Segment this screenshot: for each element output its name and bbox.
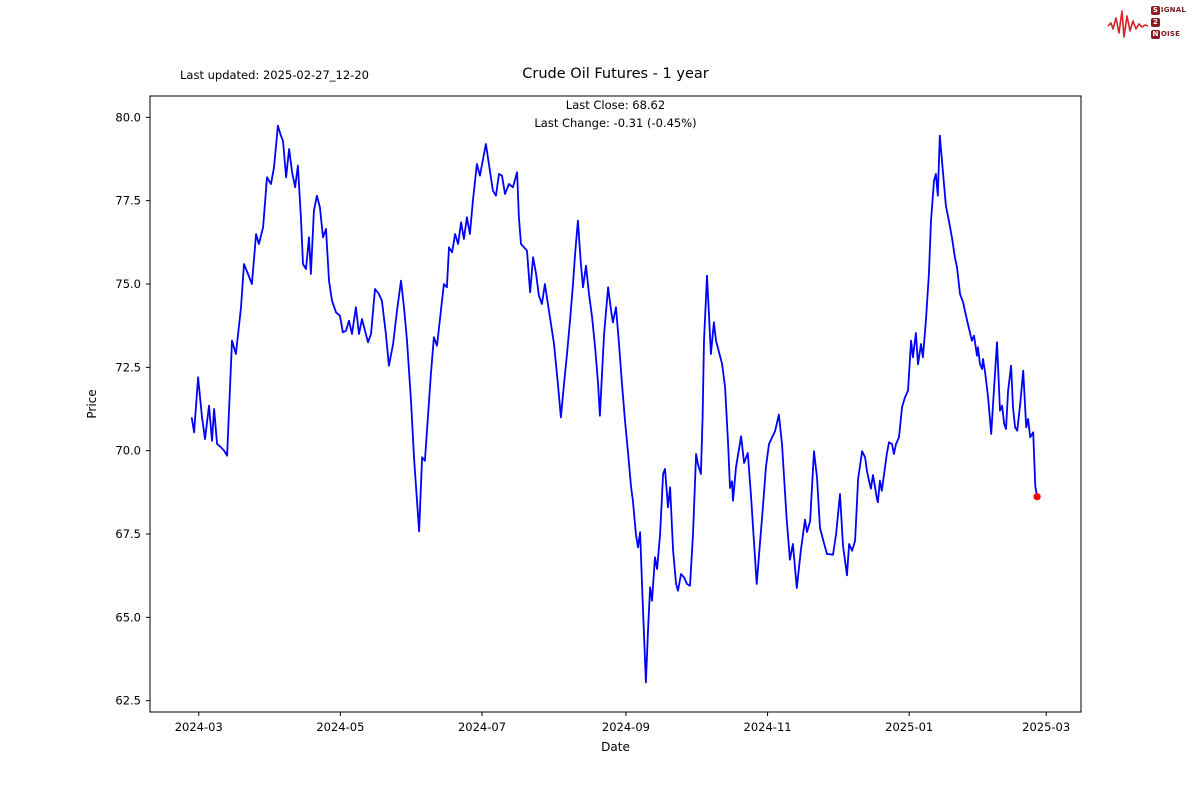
last-change-line: Last Change: -0.31 (-0.45%) [534,116,697,130]
logo-letter-box: S [1150,5,1160,15]
y-tick-label: 77.5 [115,194,141,208]
x-tick-label: 2024-05 [316,720,364,734]
logo-word-rest: IGNAL [1160,6,1186,14]
y-tick-label: 65.0 [115,610,141,624]
x-tick-label: 2024-09 [602,720,650,734]
signal2noise-logo: S IGNAL 2 N OISE [1107,4,1186,40]
y-tick-label: 62.5 [115,694,141,708]
logo-word: 2 [1150,17,1186,28]
x-tick-label: 2024-03 [175,720,223,734]
y-tick-label: 80.0 [115,110,141,124]
logo-wordmark: S IGNAL 2 N OISE [1150,5,1186,40]
price-line-series [190,124,1038,684]
logo-letter-box: 2 [1150,17,1160,27]
last-updated-text: Last updated: 2025-02-27_12-20 [180,68,369,82]
y-tick-label: 72.5 [115,360,141,374]
x-axis-label: Date [601,740,630,754]
y-tick-label: 70.0 [115,444,141,458]
logo-word: N OISE [1150,29,1186,40]
plot-frame [149,95,1082,713]
y-tick-label: 75.0 [115,277,141,291]
x-tick-label: 2024-11 [744,720,792,734]
logo-word: S IGNAL [1150,5,1186,16]
y-axis-label: Price [85,389,99,418]
chart-title: Crude Oil Futures - 1 year [522,66,709,82]
last-close-line: Last Close: 68.62 [565,98,666,112]
x-tick-label: 2025-03 [1022,720,1070,734]
logo-word-rest: OISE [1160,30,1181,38]
last-close-marker [1033,493,1041,501]
x-tick-label: 2024-07 [458,720,506,734]
x-tick-label: 2025-01 [885,720,933,734]
last-close-annotation: Last Close: 68.62 Last Change: -0.31 (-0… [150,96,1081,132]
logo-waveform-icon [1107,10,1149,38]
logo-letter-box: N [1150,29,1160,39]
y-tick-label: 67.5 [115,527,141,541]
